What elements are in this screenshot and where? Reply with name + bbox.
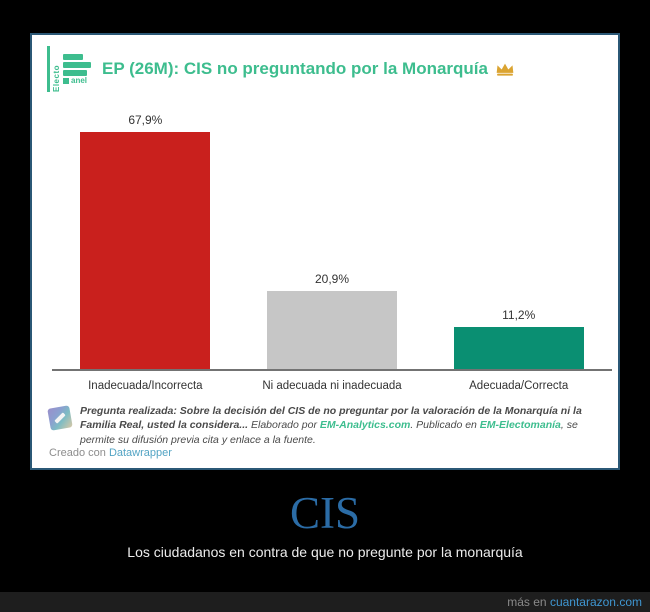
logo-square-icon — [63, 78, 69, 84]
bar-value-label: 67,9% — [128, 113, 163, 127]
footnote-elaborado: Elaborado por — [248, 419, 320, 432]
footnote-rest: , se permite su difusión previa cita y e… — [80, 419, 578, 446]
bar-column-3: 11,2% — [425, 113, 612, 369]
footnote-text: Pregunta realizada: Sobre la decisión de… — [80, 404, 605, 447]
chart-footnote: Pregunta realizada: Sobre la decisión de… — [47, 404, 605, 447]
site-footer-bar: más en cuantarazon.com — [0, 592, 650, 612]
datawrapper-credit: Creado con Datawrapper — [49, 447, 172, 459]
x-axis-label-1: Inadecuada/Incorrecta — [88, 380, 203, 392]
electopanel-logo: Electo anel — [47, 46, 91, 92]
logo-bar-3 — [63, 70, 87, 76]
logo-bar-1 — [63, 54, 83, 60]
footnote-publicado: . Publicado en — [410, 419, 480, 432]
electomania-diamond-icon — [47, 405, 73, 431]
bar-value-label: 20,9% — [314, 272, 350, 286]
bar-column-2: 20,9% — [239, 113, 426, 369]
chart-title-text: EP (26M): CIS no preguntando por la Mona… — [102, 59, 488, 78]
check-mark-icon — [54, 412, 66, 424]
footer-prefix: más en — [507, 595, 550, 609]
meme-title: CIS — [289, 488, 361, 538]
bar-adecuada — [453, 327, 584, 369]
logo-vertical-text: Electo — [52, 64, 61, 92]
cuantarazon-link[interactable]: cuantarazon.com — [549, 595, 642, 609]
footnote-question: Pregunta realizada: Sobre la decisión de… — [80, 405, 582, 432]
logo-vertical-rule — [47, 46, 50, 92]
bar-inadecuada — [80, 132, 211, 369]
x-axis-label-2: Ni adecuada ni inadecuada — [262, 380, 402, 392]
em-analytics-link[interactable]: EM-Analytics.com — [319, 419, 411, 432]
logo-bar-2 — [63, 62, 91, 68]
credit-prefix: Creado con — [49, 447, 109, 459]
bar-value-label: 11,2% — [502, 308, 536, 322]
x-axis-label-3: Adecuada/Correcta — [469, 380, 569, 392]
chart-title: EP (26M): CIS no preguntando por la Mona… — [102, 59, 515, 79]
x-axis-labels: Inadecuada/Incorrecta Ni adecuada ni ina… — [52, 373, 612, 392]
chart-header: Electo anel EP (26M): CIS no preguntando… — [47, 46, 608, 92]
em-electomania-link[interactable]: EM-Electomanía — [479, 419, 561, 432]
logo-bars-icon: anel — [63, 46, 91, 92]
meme-caption: Los ciudadanos en contra de que no pregu… — [127, 544, 523, 560]
datawrapper-link[interactable]: Datawrapper — [108, 447, 172, 459]
bar-column-1: 67,9% — [52, 113, 239, 369]
bar-ni-adecuada — [267, 291, 397, 369]
crown-icon — [496, 63, 514, 76]
bar-chart-plot: 67,9% 20,9% 11,2% — [52, 113, 612, 371]
logo-suffix-text: anel — [71, 76, 88, 85]
chart-card: Electo anel EP (26M): CIS no preguntando… — [30, 33, 620, 470]
